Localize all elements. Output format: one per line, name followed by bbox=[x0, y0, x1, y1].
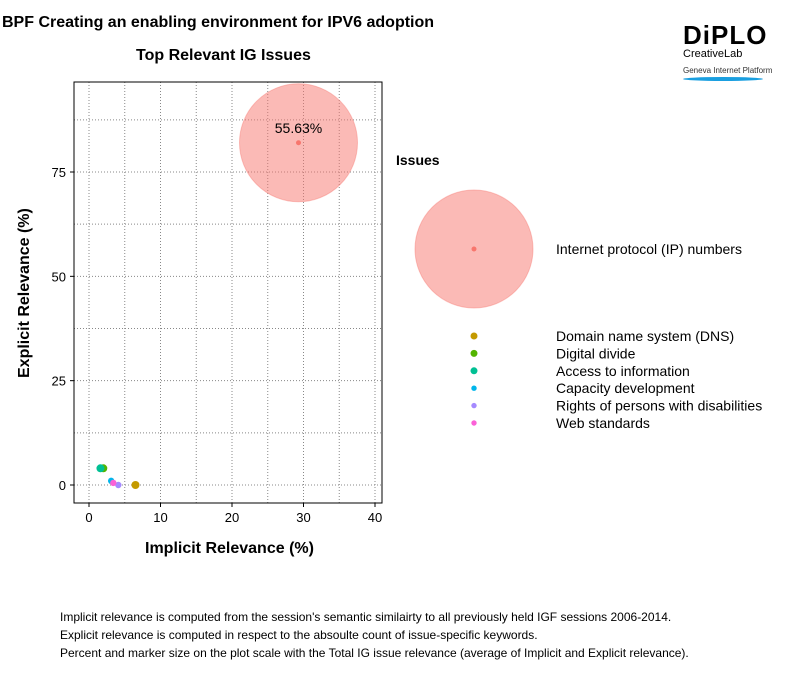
legend-key-center bbox=[471, 246, 477, 252]
y-tick-label: 0 bbox=[59, 478, 66, 493]
data-point bbox=[131, 481, 140, 489]
scatter-plot: 0 10 20 30 40 0 25 50 75 55.63% Internet protocol … bbox=[52, 81, 762, 525]
legend-label: Internet protocol (IP) numbers bbox=[556, 241, 742, 257]
data-point bbox=[110, 479, 117, 487]
footer-notes: Implicit relevance is computed from the … bbox=[60, 608, 689, 662]
diplo-logo: DiPLO CreativeLab Geneva Internet Platfo… bbox=[683, 22, 773, 81]
y-tick-label: 25 bbox=[52, 374, 66, 389]
legend-key bbox=[470, 367, 478, 375]
legend-label: Rights of persons with disabilities bbox=[556, 398, 762, 414]
footer-note: Implicit relevance is computed from the … bbox=[60, 610, 672, 624]
y-axis-label: Explicit Relevance (%) bbox=[16, 208, 33, 378]
bubble-label: 55.63% bbox=[275, 120, 322, 136]
legend-label: Web standards bbox=[556, 415, 650, 431]
chart-title: Top Relevant IG Issues bbox=[136, 47, 311, 64]
x-tick-label: 30 bbox=[296, 510, 310, 525]
footer-note: Explicit relevance is computed in respec… bbox=[60, 628, 538, 642]
y-tick-label: 75 bbox=[52, 165, 66, 180]
plot-border bbox=[73, 81, 383, 504]
logo-brand: DiPLO bbox=[683, 20, 768, 50]
legend-label: Capacity development bbox=[556, 380, 695, 396]
data-point bbox=[96, 464, 105, 473]
legend-label: Access to information bbox=[556, 363, 690, 379]
x-tick-label: 0 bbox=[85, 510, 92, 525]
x-tick-label: 10 bbox=[153, 510, 167, 525]
legend-key bbox=[471, 385, 477, 391]
bubble-center bbox=[295, 140, 301, 146]
logo-tagline: Geneva Internet Platform bbox=[683, 66, 773, 75]
x-tick-label: 40 bbox=[368, 510, 382, 525]
legend-key bbox=[470, 332, 478, 340]
footer-note: Percent and marker size on the plot scal… bbox=[60, 646, 689, 660]
x-axis-label: Implicit Relevance (%) bbox=[145, 540, 314, 557]
legend-key bbox=[471, 420, 477, 426]
page-title: BPF Creating an enabling environment for… bbox=[2, 14, 435, 31]
legend-label: Digital divide bbox=[556, 345, 636, 361]
logo-sub: CreativeLab bbox=[683, 48, 743, 60]
legend-key bbox=[470, 349, 478, 357]
data-point bbox=[115, 481, 122, 489]
y-tick-label: 50 bbox=[52, 269, 66, 284]
logo-swoosh bbox=[683, 77, 763, 81]
legend-key bbox=[471, 402, 477, 409]
x-tick-label: 20 bbox=[225, 510, 239, 525]
legend-label: Domain name system (DNS) bbox=[556, 328, 734, 344]
legend-title: Issues bbox=[396, 152, 440, 168]
